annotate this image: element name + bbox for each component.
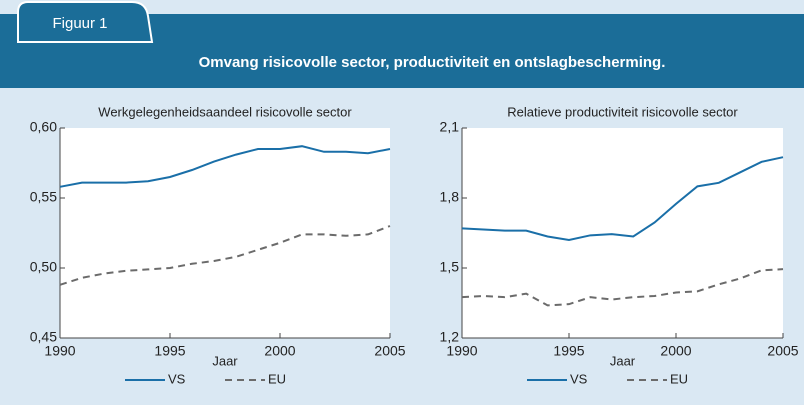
x-axis-label: Jaar [212, 353, 238, 368]
x-tick-label: 2000 [264, 343, 295, 359]
tab [17, 1, 154, 43]
series-line [59, 145, 391, 188]
series-line [461, 156, 784, 242]
y-tick-label: 0,60 [30, 119, 57, 135]
legend-label: EU [268, 371, 286, 386]
y-tick-label: 0,50 [30, 259, 57, 275]
legend-label: VS [168, 371, 186, 386]
y-tick-label: 1,5 [440, 259, 460, 275]
x-tick-label: 1995 [154, 343, 185, 359]
y-tick-label: 0,55 [30, 189, 57, 205]
x-tick-label: 2000 [660, 343, 691, 359]
x-axis-label: Jaar [610, 353, 636, 368]
y-tick-label: 0,45 [30, 329, 57, 345]
chart-title: Relatieve productiviteit risicovolle sec… [507, 104, 738, 119]
plot-area [462, 128, 783, 338]
figure-label: Figuur 1 [52, 15, 107, 32]
x-tick-label: 1995 [553, 343, 584, 359]
x-tick-label: 2005 [374, 343, 405, 359]
y-tick-label: 2,1 [440, 119, 460, 135]
legend-label: EU [670, 371, 688, 386]
x-tick-label: 1990 [446, 343, 477, 359]
y-tick-label: 1,2 [440, 329, 460, 345]
x-tick-label: 2005 [767, 343, 798, 359]
series-line [59, 225, 391, 286]
chart-title: Werkgelegenheidsaandeel risicovolle sect… [98, 104, 352, 119]
plot-area [60, 128, 390, 338]
figure-title: Omvang risicovolle sector, productivitei… [199, 54, 666, 71]
y-tick-label: 1,8 [440, 189, 460, 205]
x-tick-label: 1990 [44, 343, 75, 359]
legend-label: VS [570, 371, 588, 386]
series-line [461, 268, 784, 307]
